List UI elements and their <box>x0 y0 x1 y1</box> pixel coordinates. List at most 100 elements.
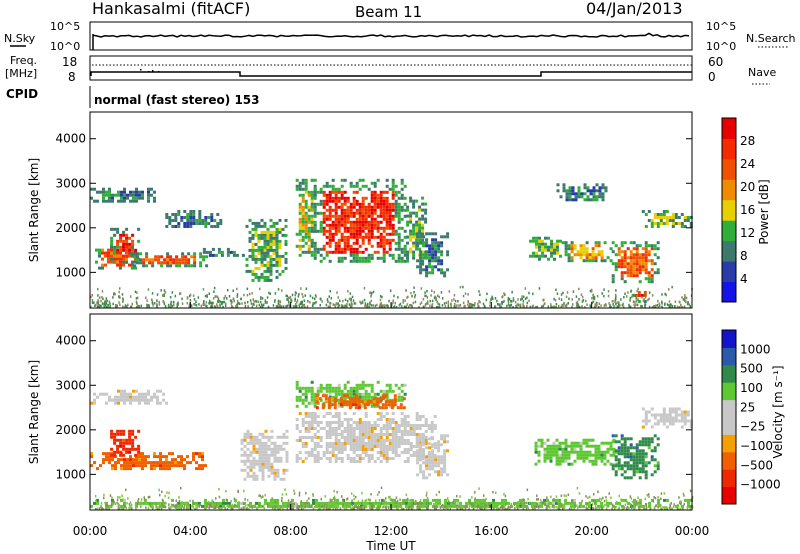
power-echo-cell-2 <box>202 255 206 259</box>
power-echo-cell-8 <box>361 250 365 254</box>
power-echo-cell-8 <box>382 214 386 218</box>
velocity-echo-cell-9 <box>623 449 627 453</box>
power-echo-cell-14 <box>617 247 621 251</box>
velocity-echo-cell-8 <box>555 462 559 466</box>
power-noise-dot <box>536 305 538 309</box>
velocity-echo-cell-9 <box>653 470 657 474</box>
velocity-echo-cell-10 <box>662 422 666 426</box>
power-noise-dot <box>419 302 422 306</box>
velocity-echo-cell-0 <box>180 464 183 468</box>
velocity-echo-cell-11 <box>549 501 552 505</box>
power-echo-cell-8 <box>310 193 314 197</box>
power-echo-cell-8 <box>346 220 350 224</box>
power-echo-cell-8 <box>322 256 326 260</box>
velocity-echo-cell-0 <box>162 464 165 468</box>
power-echo-cell-6 <box>260 251 264 255</box>
power-noise-dot <box>502 295 504 298</box>
power-noise-dot <box>656 303 659 307</box>
power-echo-cell-3 <box>211 253 215 257</box>
power-echo-cell-6 <box>263 239 267 243</box>
power-echo-cell-9 <box>415 199 419 203</box>
power-noise-dot <box>97 300 100 303</box>
power-noise-dot <box>410 291 412 295</box>
power-echo-cell-0 <box>107 254 110 258</box>
velocity-echo-cell-11 <box>105 501 108 505</box>
power-noise-dot <box>338 304 341 307</box>
power-echo-cell-0 <box>119 257 122 261</box>
velocity-echo-cell-6 <box>342 400 346 404</box>
velocity-echo-cell-4 <box>316 421 320 424</box>
power-echo-cell-2 <box>157 255 161 259</box>
power-echo-cell-8 <box>334 223 338 227</box>
power-echo-cell-2 <box>145 258 149 262</box>
velocity-echo-cell-7 <box>446 449 450 453</box>
velocity-echo-cell-5 <box>319 398 323 402</box>
power-echo-cell-8 <box>316 190 320 194</box>
power-noise-dot <box>399 302 402 306</box>
velocity-noise-dot <box>218 495 221 499</box>
power-echo-cell-9 <box>412 250 416 254</box>
power-echo-cell-12 <box>603 259 607 263</box>
power-echo-cell-8 <box>382 241 386 245</box>
power-echo-cell-8 <box>328 223 332 227</box>
velocity-echo-cell-7 <box>428 464 432 468</box>
velocity-echo-cell-11 <box>291 504 294 508</box>
power-noise-dot <box>426 300 429 303</box>
power-noise-dot <box>90 295 92 299</box>
power-echo-cell-8 <box>343 196 347 200</box>
power-colorbar-tick-0: 4 <box>740 272 748 286</box>
power-noise-dot <box>177 301 179 305</box>
velocity-noise-dot <box>320 497 322 501</box>
power-echo-cell-14 <box>656 247 660 251</box>
velocity-noise-dot <box>513 503 516 506</box>
power-echo-cell-8 <box>313 190 317 194</box>
velocity-echo-cell-10 <box>659 413 663 417</box>
power-echo-cell-16 <box>689 222 693 225</box>
power-echo-cell-8 <box>376 244 380 248</box>
power-echo-cell-8 <box>313 205 317 209</box>
velocity-echo-cell-5 <box>304 389 308 393</box>
velocity-echo-cell-4 <box>367 460 371 463</box>
velocity-echo-cell-9 <box>632 461 636 465</box>
velocity-echo-cell-6 <box>357 400 361 404</box>
power-noise-dot <box>622 302 624 306</box>
velocity-echo-cell-11 <box>270 498 273 502</box>
power-noise-dot <box>668 288 670 291</box>
power-echo-cell-8 <box>334 199 338 203</box>
velocity-echo-cell-4 <box>394 451 398 454</box>
velocity-echo-cell-5 <box>400 383 404 387</box>
power-noise-dot <box>590 305 592 309</box>
velocity-noise-dot <box>434 507 436 511</box>
power-echo-cell-14 <box>623 259 627 263</box>
velocity-echo-cell-7 <box>422 473 426 477</box>
velocity-echo-cell-8 <box>558 456 562 460</box>
power-echo-cell-5 <box>189 219 193 222</box>
power-echo-cell-12 <box>594 253 598 257</box>
power-noise-dot <box>314 297 316 301</box>
power-noise-dot <box>363 287 366 290</box>
velocity-echo-cell-0 <box>177 464 180 468</box>
power-echo-cell-10 <box>416 235 420 239</box>
velocity-echo-cell-4 <box>340 442 344 445</box>
velocity-echo-cell-4 <box>298 457 302 460</box>
power-echo-cell-2 <box>175 255 179 259</box>
power-echo-cell-14 <box>641 265 645 269</box>
velocity-echo-cell-4 <box>322 415 326 418</box>
power-noise-dot <box>336 303 338 306</box>
velocity-echo-cell-4 <box>412 424 416 427</box>
power-noise-dot <box>661 302 663 305</box>
power-echo-cell-8 <box>349 247 353 251</box>
velocity-echo-cell-4 <box>337 418 341 421</box>
power-echo-cell-10 <box>422 268 426 272</box>
power-echo-cell-8 <box>367 259 371 263</box>
velocity-echo-cell-4 <box>364 436 368 439</box>
velocity-echo-cell-4 <box>394 424 398 427</box>
power-echo-cell-7 <box>304 178 308 182</box>
velocity-echo-cell-0 <box>129 464 132 468</box>
power-echo-cell-10 <box>428 259 432 263</box>
velocity-echo-cell-4 <box>391 445 395 448</box>
velocity-echo-cell-4 <box>412 454 416 457</box>
power-echo-cell-4 <box>135 187 138 191</box>
velocity-echo-cell-0 <box>123 458 126 462</box>
power-echo-cell-8 <box>403 259 407 263</box>
